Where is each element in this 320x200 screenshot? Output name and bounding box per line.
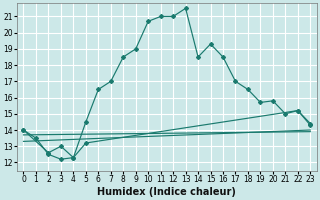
X-axis label: Humidex (Indice chaleur): Humidex (Indice chaleur): [98, 187, 236, 197]
